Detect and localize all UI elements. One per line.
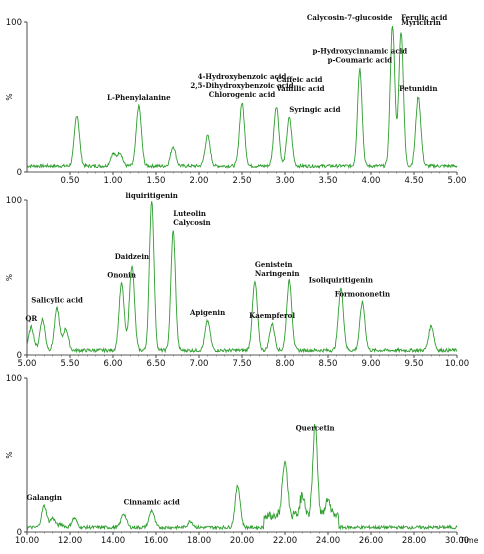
x-tick-label: 0.50 [61,176,80,186]
x-tick-label: 20.00 [230,536,254,546]
y-tick-label: 100 [6,374,22,384]
peak-label: L-Phenylalanine [107,93,171,102]
peak-label: Vanillic acid [275,84,324,93]
chromatogram-trace [27,424,457,529]
peak-label: Ononin [107,271,136,280]
peak-label: Caffeic acid [276,75,322,84]
peak-label: Daidzein [115,252,149,261]
x-tick-label: 4.00 [362,176,381,186]
peak-label: Quercetin [296,424,335,433]
x-tick-label: 8.50 [319,359,338,369]
y-axis-title: % [5,274,14,281]
peak-label: Petunidin [399,84,437,93]
x-axis-title: Time [459,536,479,545]
x-tick-label: 14.00 [101,536,125,546]
x-tick-label: 3.00 [276,176,295,186]
chromatogram-trace [27,201,457,352]
x-tick-label: 6.00 [104,359,123,369]
peak-label: Apigenin [189,308,225,317]
x-tick-label: 9.50 [405,359,424,369]
peak-label: Salicylic acid [31,296,83,305]
x-tick-label: 3.50 [319,176,338,186]
peak-label: Naringenin [255,269,300,278]
peak-label: Luteolin [173,209,206,218]
x-tick-label: 12.00 [58,536,82,546]
x-tick-label: 6.50 [147,359,166,369]
x-tick-label: 5.00 [448,176,467,186]
y-tick-label: 0 [17,168,22,178]
peak-label: Chlorogenic acid [209,90,276,99]
x-tick-label: 26.00 [359,536,383,546]
peak-label: 4-Hydroxybenzoic acid [198,72,287,81]
peak-label: Galangin [26,493,61,502]
y-tick-label: 100 [6,196,22,206]
x-tick-label: 7.50 [233,359,252,369]
x-tick-label: 16.00 [144,536,168,546]
y-tick-label: 100 [6,18,22,28]
peak-label: Isoliquiritigenin [309,275,373,284]
peak-label: p-Hydroxycinnamic acid [312,47,407,56]
peak-label: Calycosin [173,218,210,227]
x-tick-label: 8.00 [276,359,295,369]
peak-label: Calycosin-7-glucoside [307,13,393,22]
peak-label: Cinnamic acid [124,497,180,506]
x-tick-label: 1.00 [104,176,123,186]
chromatogram-panel-1: 0.50 1.00 1.50 2.00 2.50 3.00 3.50 4.00 4.50 5.00… [5,13,466,186]
x-tick-label: 9.00 [362,359,381,369]
y-tick-label: 0 [17,528,22,538]
x-tick-label: 10.00 [445,359,469,369]
x-tick-label: 18.00 [187,536,211,546]
x-tick-label: 28.00 [402,536,426,546]
y-axis-title: % [5,93,14,100]
x-tick-label: 7.00 [190,359,209,369]
peak-label: Kaempferol [249,311,295,320]
x-tick-label: 2.00 [190,176,209,186]
x-tick-label: 22.00 [273,536,297,546]
peak-label: Genistein [255,260,293,269]
peak-label: Formononetin [335,289,390,298]
peak-label: liquiritigenin [126,191,178,200]
y-tick-label: 0 [17,351,22,361]
x-tick-label: 5.50 [61,359,80,369]
x-tick-label: 24.00 [316,536,340,546]
peak-label: QR [25,314,37,323]
x-tick-label: 1.50 [147,176,166,186]
peak-label: Syringic acid [289,105,340,114]
peak-label: Myricitrin [401,18,441,27]
x-tick-label: 4.50 [405,176,424,186]
y-axis-title: % [5,451,14,458]
peak-label: p-Coumaric acid [328,56,393,65]
x-tick-label: 2.50 [233,176,252,186]
